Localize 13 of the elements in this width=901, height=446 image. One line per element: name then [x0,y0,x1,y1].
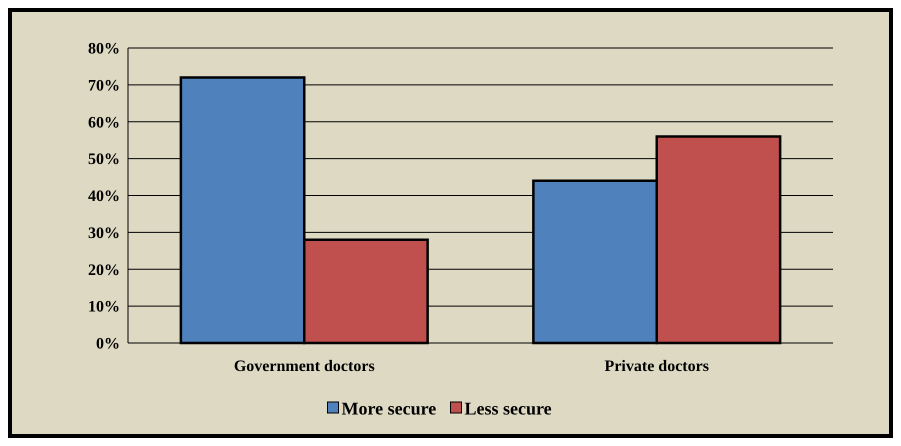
x-tick-label: Private doctors [604,358,709,375]
legend-label: Less secure [464,398,552,418]
y-tick-label: 70% [88,77,120,94]
legend-label: More secure [342,398,436,418]
y-tick-label: 20% [88,262,120,279]
y-tick-label: 40% [88,188,120,206]
y-tick-label: 60% [88,114,120,132]
x-tick-label: Government doctors [234,358,375,375]
y-tick-label: 80% [88,40,120,58]
y-tick-label: 10% [88,298,120,316]
y-tick-label: 0% [96,336,120,353]
y-tick-label: 50% [88,151,120,168]
y-tick-label: 30% [88,224,120,242]
